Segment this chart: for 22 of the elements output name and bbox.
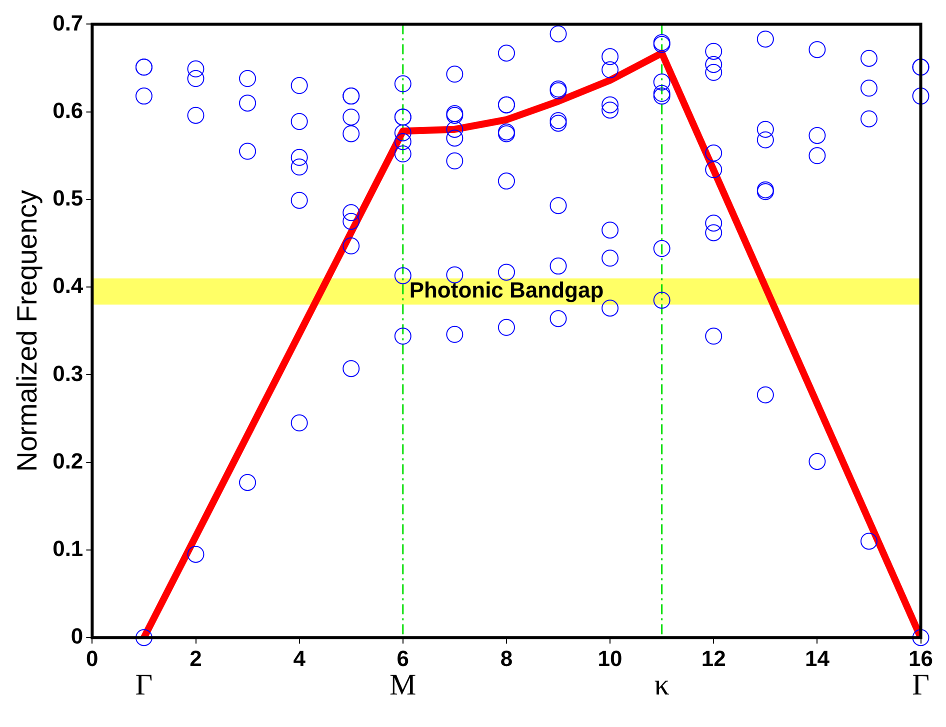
y-tick-label: 0.3 (52, 360, 84, 386)
y-tick-label: 0.1 (52, 536, 84, 562)
x-tick-label: 4 (293, 646, 306, 671)
y-tick-label: 0.2 (52, 448, 84, 474)
x-tick-label: 8 (500, 646, 513, 671)
y-axis-title: Normalized Frequency (12, 190, 43, 472)
annotation: κ (654, 668, 670, 702)
y-tick-label: 0.6 (52, 98, 84, 123)
x-tick-label: 2 (190, 646, 202, 671)
y-tick-label: 0 (70, 624, 84, 649)
x-tick-label: 14 (804, 646, 830, 671)
x-tick-label: 10 (598, 646, 622, 671)
x-tick-label: 12 (701, 646, 726, 671)
x-tick-label: 16 (908, 646, 934, 671)
annotation: Γ (912, 668, 930, 702)
band-label: Photonic Bandgap (409, 278, 604, 303)
y-tick-label: 0.7 (52, 10, 84, 36)
y-tick-label: 0.5 (52, 186, 84, 211)
y-tick-label: 0.4 (52, 273, 84, 298)
annotation: Γ (135, 668, 153, 702)
x-tick-label: 6 (396, 646, 410, 671)
annotation: M (390, 668, 416, 702)
